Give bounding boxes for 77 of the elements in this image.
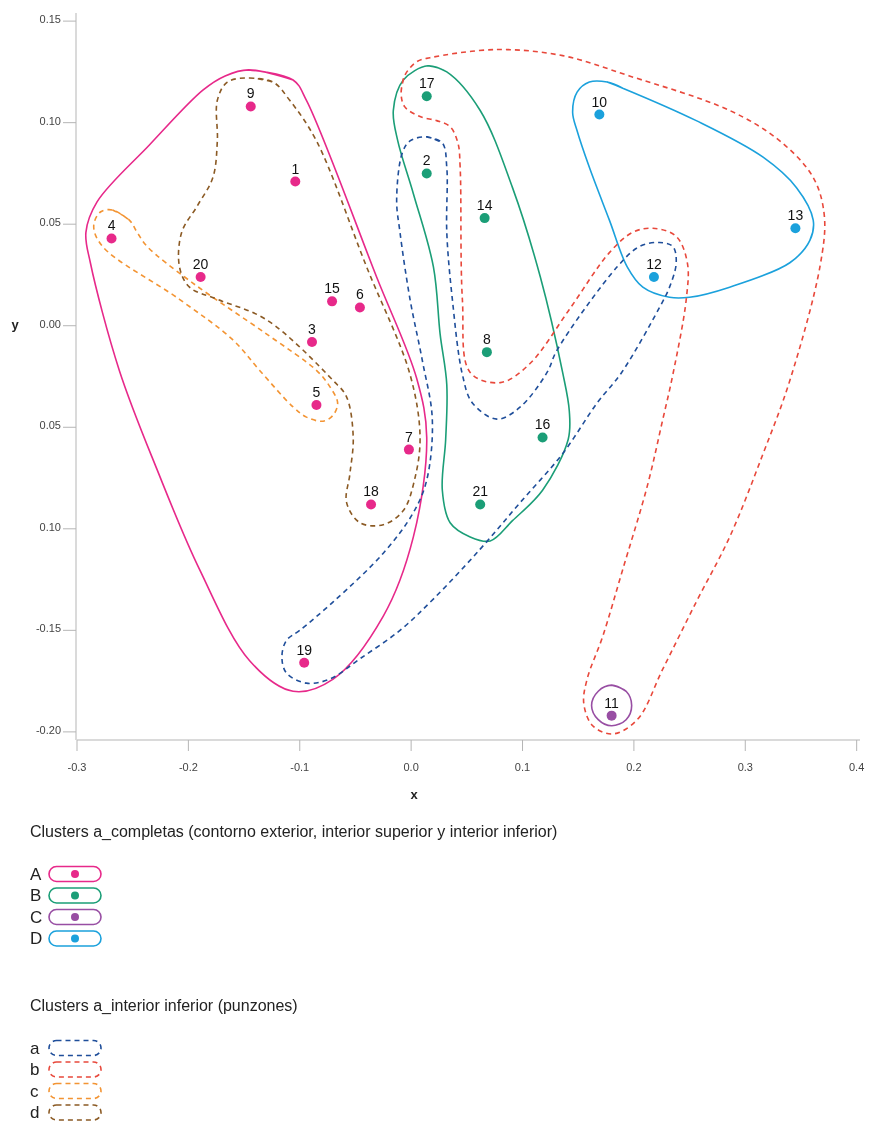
y-tick-label: 0.00 (39, 317, 61, 330)
point (421, 91, 432, 102)
annotation: 3 (308, 320, 317, 337)
y-tick-label: -0.20 (35, 723, 61, 736)
point (307, 336, 318, 347)
annotation: 16 (534, 416, 551, 433)
annotation: 12 (646, 255, 662, 272)
annotation: 17 (418, 75, 435, 92)
annotation: 20 (192, 255, 209, 272)
legend-label: B (30, 886, 42, 906)
annotation: 13 (787, 207, 804, 224)
annotation: 10 (591, 93, 608, 110)
point (475, 499, 486, 510)
y-tick-label: 0.10 (39, 520, 61, 533)
line-series (590, 684, 633, 727)
legend-label: C (30, 907, 43, 927)
x-axis-title: x (410, 786, 419, 802)
annotation: 1 (291, 160, 300, 177)
point (481, 347, 492, 358)
point (311, 399, 322, 410)
point (299, 657, 310, 668)
point (648, 271, 659, 282)
x-tick-label: 0.2 (626, 760, 642, 773)
x-tick-label: -0.2 (178, 760, 198, 773)
x-tick-label: 0.3 (737, 760, 753, 773)
point (537, 432, 548, 443)
legend-label: A (30, 864, 42, 884)
annotation: 7 (405, 428, 414, 445)
annotation: 4 (107, 217, 116, 234)
annotation: 18 (363, 483, 380, 500)
x-tick-label: -0.1 (290, 760, 310, 773)
annotation: 9 (246, 85, 255, 102)
point (790, 223, 801, 234)
line-series (400, 48, 826, 735)
line-series (177, 77, 421, 527)
y-axis-title: y (11, 316, 20, 332)
point (327, 296, 338, 307)
point (594, 109, 605, 120)
point (421, 168, 432, 179)
text: Clusters a_interior inferior (punzones) (30, 996, 298, 1015)
annotation: 5 (312, 383, 321, 400)
y-tick-label: -0.15 (35, 622, 61, 635)
point (290, 176, 301, 187)
point (106, 233, 117, 244)
point (195, 271, 206, 282)
annotation: 11 (604, 694, 620, 711)
legend-label: a (30, 1038, 40, 1058)
y-tick-label: 0.05 (39, 419, 61, 432)
annotation: 2 (422, 152, 431, 169)
line-series (92, 208, 339, 422)
line-series (281, 136, 678, 684)
y-tick-label: 0.10 (39, 114, 61, 127)
point (354, 302, 365, 313)
x-tick-label: -0.3 (67, 760, 87, 773)
annotation: 19 (296, 641, 313, 658)
y-tick-label: 0.05 (39, 216, 61, 229)
legend-title: Clusters a_completas (contorno exterior, interior superior y interior inferior) (30, 822, 558, 841)
point (245, 101, 256, 112)
legend-label: c (30, 1081, 39, 1101)
legend-label: D (30, 929, 43, 949)
legend-label: b (30, 1060, 40, 1080)
point (479, 213, 490, 224)
annotation: 14 (476, 197, 493, 214)
point (366, 499, 377, 510)
line-series (571, 80, 815, 299)
point (403, 444, 414, 455)
annotation: 6 (356, 286, 365, 303)
x-tick-label: 0.0 (403, 760, 419, 773)
legend-label: d (30, 1103, 40, 1121)
point (606, 710, 617, 721)
annotation: 21 (472, 483, 489, 500)
x-tick-label: 0.1 (514, 760, 531, 773)
annotation: 8 (482, 331, 491, 348)
annotation: 15 (324, 280, 341, 297)
line-series (392, 65, 571, 543)
y-tick-label: 0.15 (39, 12, 61, 25)
x-tick-label: 0.4 (849, 760, 865, 773)
